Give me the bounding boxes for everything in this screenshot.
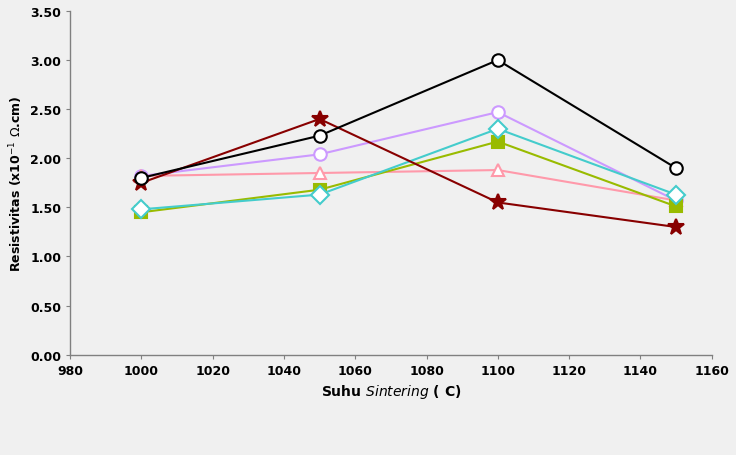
10%: [315, 187, 324, 193]
15%: [671, 192, 680, 198]
10%: [671, 204, 680, 210]
15%: [493, 127, 502, 132]
Y-axis label: Resistivitas (x10$^{-1}$ $\Omega$.cm): Resistivitas (x10$^{-1}$ $\Omega$.cm): [7, 96, 24, 272]
25%: [493, 58, 502, 64]
10%: [493, 140, 502, 145]
Line: 25%: 25%: [135, 55, 682, 185]
5%: [315, 171, 324, 177]
Line: 15%: 15%: [135, 123, 682, 216]
20%: [493, 200, 502, 206]
Line: 0%: 0%: [135, 106, 682, 207]
0%: [671, 198, 680, 204]
5%: [137, 174, 146, 179]
5%: [493, 168, 502, 173]
20%: [671, 225, 680, 230]
Line: 10%: 10%: [135, 136, 682, 219]
Line: 20%: 20%: [133, 111, 684, 236]
20%: [137, 181, 146, 186]
15%: [315, 192, 324, 198]
15%: [137, 207, 146, 212]
20%: [315, 117, 324, 122]
25%: [671, 166, 680, 172]
0%: [493, 110, 502, 116]
25%: [315, 134, 324, 139]
10%: [137, 210, 146, 216]
5%: [671, 198, 680, 204]
25%: [137, 176, 146, 181]
0%: [137, 174, 146, 179]
0%: [315, 152, 324, 158]
X-axis label: Suhu $\mathit{Sintering}$ ( C): Suhu $\mathit{Sintering}$ ( C): [321, 382, 461, 400]
Line: 5%: 5%: [135, 164, 682, 207]
